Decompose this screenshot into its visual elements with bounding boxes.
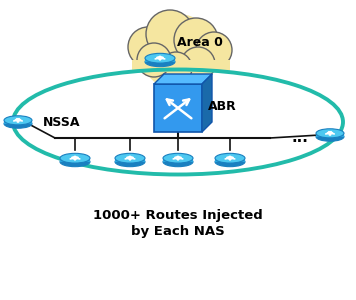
Polygon shape xyxy=(154,84,202,132)
Polygon shape xyxy=(115,158,145,162)
Polygon shape xyxy=(4,120,32,124)
Ellipse shape xyxy=(145,57,175,67)
Ellipse shape xyxy=(60,157,90,167)
Ellipse shape xyxy=(215,157,245,167)
Text: NSSA: NSSA xyxy=(43,116,81,128)
Polygon shape xyxy=(163,158,193,162)
Text: 1000+ Routes Injected: 1000+ Routes Injected xyxy=(93,208,263,221)
Polygon shape xyxy=(145,58,175,62)
Ellipse shape xyxy=(4,119,32,128)
Circle shape xyxy=(128,27,168,67)
Ellipse shape xyxy=(115,153,145,163)
Circle shape xyxy=(140,14,216,90)
Ellipse shape xyxy=(215,153,245,163)
Polygon shape xyxy=(316,133,344,137)
Polygon shape xyxy=(132,60,230,72)
Ellipse shape xyxy=(60,153,90,163)
Ellipse shape xyxy=(316,129,344,138)
Polygon shape xyxy=(60,158,90,162)
Text: Area 0: Area 0 xyxy=(177,35,223,49)
Text: ...: ... xyxy=(292,130,308,146)
Circle shape xyxy=(146,10,194,58)
Text: by Each NAS: by Each NAS xyxy=(131,226,225,238)
Circle shape xyxy=(196,32,232,68)
Ellipse shape xyxy=(163,153,193,163)
Ellipse shape xyxy=(316,132,344,141)
Ellipse shape xyxy=(163,157,193,167)
Ellipse shape xyxy=(145,53,175,63)
Polygon shape xyxy=(202,74,212,132)
Circle shape xyxy=(174,18,218,62)
Ellipse shape xyxy=(115,157,145,167)
Text: ABR: ABR xyxy=(208,100,237,112)
Polygon shape xyxy=(215,158,245,162)
Ellipse shape xyxy=(4,116,32,125)
Polygon shape xyxy=(154,74,212,84)
Circle shape xyxy=(160,52,192,84)
Circle shape xyxy=(137,43,171,77)
Circle shape xyxy=(181,47,215,81)
